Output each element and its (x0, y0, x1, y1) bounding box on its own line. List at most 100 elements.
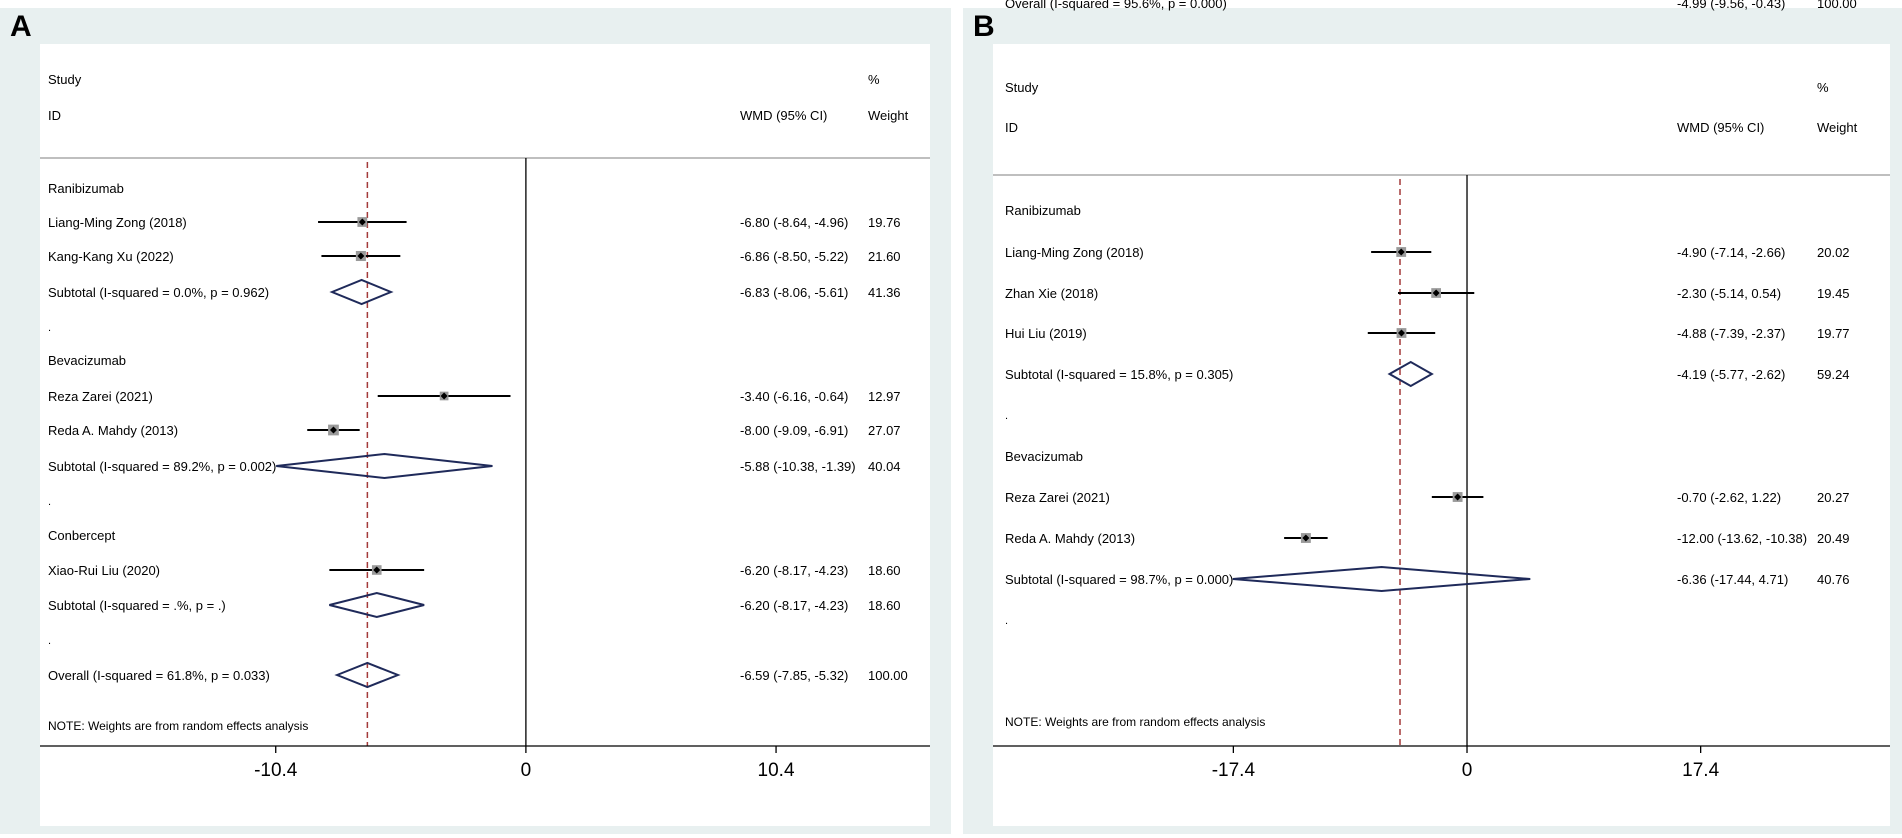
subtotal-diamond (329, 278, 394, 306)
x-tick-label: -10.4 (254, 760, 298, 781)
panel-label: A (10, 10, 32, 43)
header-id: ID (1005, 120, 1018, 135)
study-point-estimate (1432, 289, 1440, 297)
subtotal-diamond (329, 591, 425, 619)
footnote: NOTE: Weights are from random effects an… (1005, 715, 1265, 729)
subtotal-weight-text: 41.36 (868, 285, 901, 300)
overall-ci-text: -6.59 (-7.85, -5.32) (740, 668, 848, 683)
overall-diamond (334, 661, 401, 689)
study-ci-text: -0.70 (-2.62, 1.22) (1677, 490, 1781, 505)
subtotal-weight-text: 40.76 (1817, 572, 1850, 587)
subtotal-label: Subtotal (I-squared = 89.2%, p = 0.002) (48, 459, 276, 474)
forest-plot-panel-b: B Study ID WMD (95% CI)% Weight Ranibizumab L… (963, 0, 1902, 834)
header-weight: Weight (868, 108, 909, 123)
subtotal-label: Subtotal (I-squared = 98.7%, p = 0.000) (1005, 572, 1233, 587)
forest-plot-b: Study ID WMD (95% CI)% Weight Ranibizumab Lia… (963, 0, 1890, 826)
spacer-dot: . (48, 322, 51, 334)
overall-weight-text: 100.00 (1817, 0, 1857, 11)
overall-ci-text: -4.99 (-9.56, -0.43) (1677, 0, 1785, 11)
study-label: Reda A. Mahdy (2013) (48, 423, 178, 438)
study-weight-text: 12.97 (868, 389, 901, 404)
study-weight-text: 20.27 (1817, 490, 1850, 505)
study-weight-text: 18.60 (868, 563, 901, 578)
study-ci-text: -8.00 (-9.09, -6.91) (740, 423, 848, 438)
study-ci-text: -4.88 (-7.39, -2.37) (1677, 326, 1785, 341)
spacer-dot: . (48, 635, 51, 647)
subtotal-ci-text: -6.36 (-17.44, 4.71) (1677, 572, 1788, 587)
study-ci-text: -6.86 (-8.50, -5.22) (740, 249, 848, 264)
study-point-estimate (1454, 493, 1462, 501)
subgroup-label: Bevacizumab (48, 353, 126, 368)
overall-label: Overall (I-squared = 61.8%, p = 0.033) (48, 668, 270, 683)
forest-plot-a: Study ID WMD (95% CI)% Weight Ranibizumab Lia… (40, 44, 930, 826)
spacer-dot: . (48, 496, 51, 508)
study-ci-text: -4.90 (-7.14, -2.66) (1677, 245, 1785, 260)
footnote: NOTE: Weights are from random effects an… (48, 719, 308, 733)
study-point-estimate (1302, 534, 1310, 542)
header-effect: WMD (95% CI) (740, 108, 827, 123)
study-label: Liang-Ming Zong (2018) (48, 215, 187, 230)
study-label: Zhan Xie (2018) (1005, 286, 1098, 301)
spacer-dot: . (1005, 410, 1008, 422)
subtotal-diamond (1387, 360, 1434, 388)
x-tick-label: 0 (521, 760, 532, 781)
overall-label: Overall (I-squared = 95.6%, p = 0.000) (1005, 0, 1227, 11)
study-point-estimate (357, 252, 365, 260)
subtotal-ci-text: -6.20 (-8.17, -4.23) (740, 598, 848, 613)
subgroup-label: Bevacizumab (1005, 449, 1083, 464)
plot-area (40, 44, 930, 826)
study-ci-text: -12.00 (-13.62, -10.38) (1677, 531, 1807, 546)
header-weight-pct: % (868, 72, 880, 87)
subgroup-label: Ranibizumab (48, 181, 124, 196)
subtotal-weight-text: 18.60 (868, 598, 901, 613)
study-point-estimate (358, 218, 366, 226)
study-label: Liang-Ming Zong (2018) (1005, 245, 1144, 260)
study-label: Hui Liu (2019) (1005, 326, 1087, 341)
header-study: Study (1005, 80, 1039, 95)
study-weight-text: 20.49 (1817, 531, 1850, 546)
study-point-estimate (329, 426, 337, 434)
overall-weight-text: 100.00 (868, 668, 908, 683)
subtotal-weight-text: 40.04 (868, 459, 901, 474)
header-weight: Weight (1817, 120, 1858, 135)
study-weight-text: 20.02 (1817, 245, 1850, 260)
study-ci-text: -6.20 (-8.17, -4.23) (740, 563, 848, 578)
forest-plot-panel-a: A Study ID WMD (95% CI)% Weight Ranibizumab L… (0, 8, 951, 834)
spacer-dot: . (1005, 615, 1008, 627)
subtotal-diamond (1232, 565, 1531, 593)
header-study: Study (48, 72, 82, 87)
study-label: Reza Zarei (2021) (1005, 490, 1110, 505)
panel-label: B (973, 10, 995, 43)
header-effect: WMD (95% CI) (1677, 120, 1764, 135)
study-point-estimate (1397, 248, 1405, 256)
subtotal-label: Subtotal (I-squared = 0.0%, p = 0.962) (48, 285, 269, 300)
study-weight-text: 19.76 (868, 215, 901, 230)
subtotal-diamond (276, 452, 493, 480)
study-weight-text: 19.77 (1817, 326, 1850, 341)
x-tick-label: 17.4 (1682, 760, 1719, 781)
study-weight-text: 19.45 (1817, 286, 1850, 301)
plot-area (993, 44, 1890, 826)
subtotal-ci-text: -6.83 (-8.06, -5.61) (740, 285, 848, 300)
study-ci-text: -3.40 (-6.16, -0.64) (740, 389, 848, 404)
study-label: Reza Zarei (2021) (48, 389, 153, 404)
study-point-estimate (1397, 329, 1405, 337)
subtotal-ci-text: -4.19 (-5.77, -2.62) (1677, 367, 1785, 382)
subtotal-ci-text: -5.88 (-10.38, -1.39) (740, 459, 856, 474)
subtotal-label: Subtotal (I-squared = .%, p = .) (48, 598, 226, 613)
x-tick-label: 0 (1462, 760, 1473, 781)
study-ci-text: -6.80 (-8.64, -4.96) (740, 215, 848, 230)
study-point-estimate (440, 392, 448, 400)
subgroup-label: Ranibizumab (1005, 203, 1081, 218)
x-tick-label: 10.4 (758, 760, 795, 781)
header-id: ID (48, 108, 61, 123)
study-label: Xiao-Rui Liu (2020) (48, 563, 160, 578)
subtotal-weight-text: 59.24 (1817, 367, 1850, 382)
subgroup-label: Conbercept (48, 528, 116, 543)
study-ci-text: -2.30 (-5.14, 0.54) (1677, 286, 1781, 301)
study-weight-text: 21.60 (868, 249, 901, 264)
subtotal-label: Subtotal (I-squared = 15.8%, p = 0.305) (1005, 367, 1233, 382)
study-label: Kang-Kang Xu (2022) (48, 249, 174, 264)
study-weight-text: 27.07 (868, 423, 901, 438)
study-label: Reda A. Mahdy (2013) (1005, 531, 1135, 546)
